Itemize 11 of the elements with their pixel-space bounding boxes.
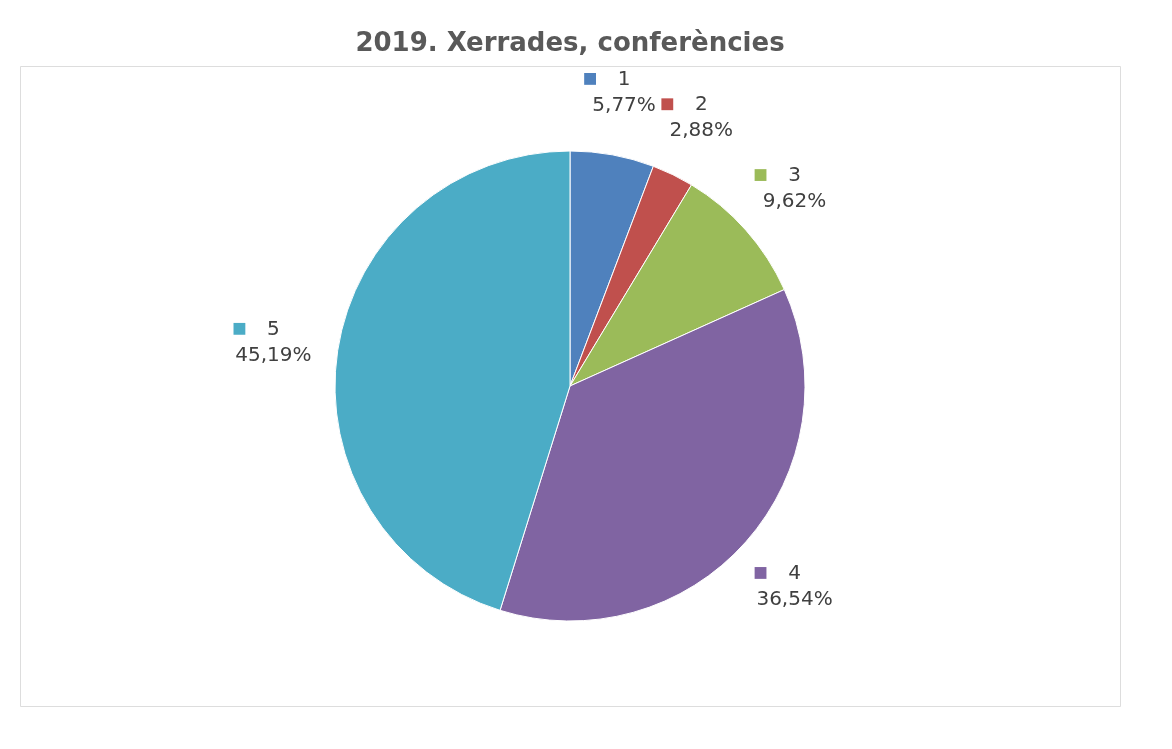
data-label: 45,19% — [235, 341, 312, 366]
data-label: 5,77% — [592, 91, 656, 116]
data-label: 36,54% — [756, 585, 833, 610]
legend-label: 2 — [694, 91, 708, 116]
legend-label: 5 — [267, 315, 280, 340]
chart-title: 2019. Xerrades, conferències — [355, 27, 785, 57]
legend-label: 1 — [617, 65, 631, 90]
data-label: 2,88% — [669, 117, 734, 142]
legend-label: 4 — [788, 559, 801, 584]
legend-label: 3 — [788, 162, 801, 187]
data-label: 9,62% — [762, 188, 827, 213]
